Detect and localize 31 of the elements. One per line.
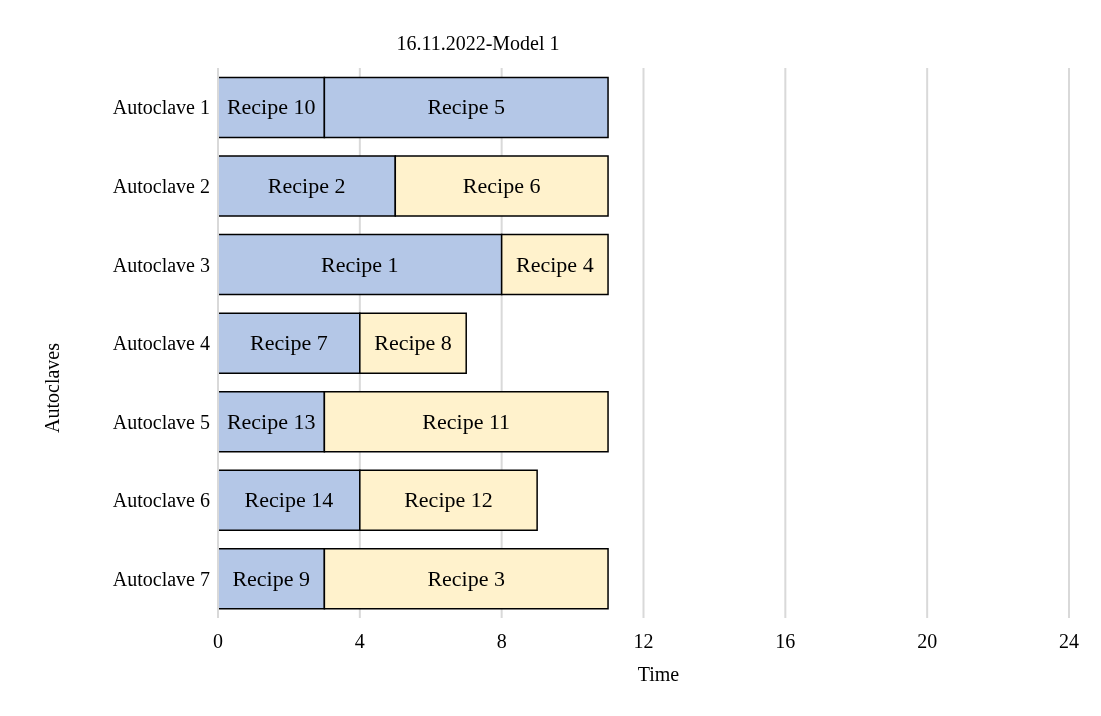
chart-title: 16.11.2022-Model 1 (395, 32, 561, 55)
data-label: Recipe 10 (226, 94, 316, 120)
data-label: Recipe 13 (226, 408, 316, 434)
data-label: Recipe 2 (267, 173, 346, 198)
y-tick-label: Autoclave 7 (112, 567, 210, 590)
data-label: Recipe 5 (427, 94, 506, 120)
y-tick-label: Autoclave 6 (112, 489, 210, 512)
data-label: Recipe 14 (244, 487, 334, 513)
data-label: Recipe 9 (232, 565, 310, 591)
x-tick-label: 20 (917, 630, 938, 653)
y-tick-label: Autoclave 1 (112, 96, 210, 119)
data-label: Recipe 3 (427, 565, 506, 591)
x-axis-title: Time (636, 663, 681, 686)
x-tick-label: 24 (1059, 630, 1079, 653)
data-label: Recipe 6 (462, 173, 541, 198)
x-tick-label: 0 (213, 630, 223, 653)
x-tick-label: 16 (775, 630, 796, 653)
y-tick-label: Autoclave 2 (112, 174, 210, 197)
y-tick-label: Autoclave 4 (112, 332, 210, 355)
data-label: Recipe 12 (404, 487, 493, 513)
data-label: Recipe 1 (321, 251, 399, 277)
y-axis-title: Autoclaves (40, 343, 64, 433)
y-tick-label: Autoclave 3 (112, 253, 210, 276)
y-tick-label: Autoclave 5 (112, 410, 210, 433)
x-tick-label: 4 (354, 630, 365, 653)
data-label: Recipe 4 (516, 251, 594, 277)
data-label: Recipe 8 (374, 330, 452, 356)
x-tick-label: 8 (496, 630, 507, 653)
data-label: Recipe 7 (250, 330, 328, 356)
x-tick-label: 12 (633, 630, 654, 653)
data-label: Recipe 11 (422, 408, 511, 434)
